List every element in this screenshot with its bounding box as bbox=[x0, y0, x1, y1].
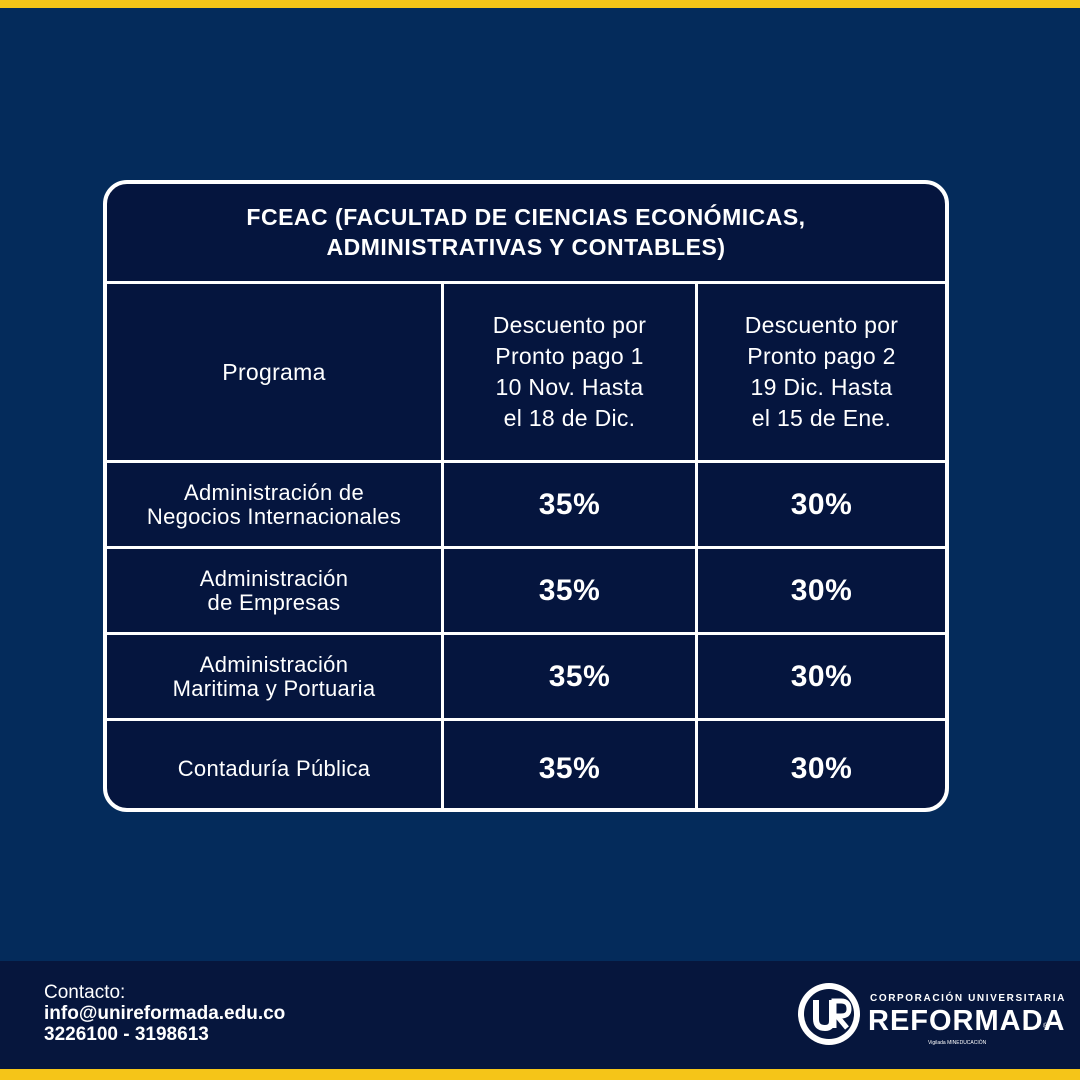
program-name: Administración de Empresas bbox=[199, 565, 349, 615]
contact-phones: 3226100 - 3198613 bbox=[44, 1024, 209, 1045]
grid-column-divider-2 bbox=[695, 281, 698, 808]
discount-value: 30% bbox=[790, 487, 853, 521]
grid-line-row-3 bbox=[107, 718, 945, 721]
discount-value: 30% bbox=[790, 751, 853, 785]
discount-value: 35% bbox=[538, 751, 601, 785]
grid-line-row-1 bbox=[107, 546, 945, 549]
table-row-4-program: Contaduría Pública bbox=[107, 721, 441, 808]
table-row-4-discount-1: 35% bbox=[444, 721, 695, 808]
logo-vigilada-text: Vigilada MINEDUCACIÓN bbox=[928, 1040, 987, 1046]
table-row-3-discount-2: 30% bbox=[698, 635, 945, 718]
table-row-4-discount-2: 30% bbox=[698, 721, 945, 808]
footer-bar: Contacto: info@unireformada.edu.co 32261… bbox=[0, 961, 1080, 1069]
header-programa-text: Programa bbox=[222, 358, 326, 385]
table-row-3-program: Administración Maritima y Portuaria bbox=[107, 635, 441, 718]
header-discount-1-text: Descuento por Pronto pago 1 10 Nov. Hast… bbox=[492, 312, 647, 431]
title-line-2: ADMINISTRATIVAS Y CONTABLES) bbox=[326, 234, 726, 260]
discount-value: 35% bbox=[538, 487, 601, 521]
bottom-accent-stripe bbox=[0, 1069, 1080, 1080]
title-line-1: FCEAC (FACULTAD DE CIENCIAS ECONÓMICAS, bbox=[246, 204, 806, 230]
discount-value: 35% bbox=[538, 573, 601, 607]
table-row-2-discount-1: 35% bbox=[444, 549, 695, 632]
contact-email: info@unireformada.edu.co bbox=[44, 1003, 286, 1024]
table-row-2-discount-2: 30% bbox=[698, 549, 945, 632]
logo-subtitle: CORPORACIÓN UNIVERSITARIA bbox=[870, 993, 1066, 1004]
program-name: Contaduría Pública bbox=[177, 755, 371, 781]
discount-value: 30% bbox=[790, 573, 853, 607]
university-logo: CORPORACIÓN UNIVERSITARIA REFORMADA ® Vi… bbox=[796, 981, 1065, 1051]
top-accent-stripe bbox=[0, 0, 1080, 8]
program-name: Administración de Negocios Internacional… bbox=[146, 479, 402, 529]
logo-wordmark: REFORMADA bbox=[868, 1005, 1066, 1037]
program-name: Administración Maritima y Portuaria bbox=[172, 651, 376, 701]
grid-line-header bbox=[107, 460, 945, 463]
header-discount-2-text: Descuento por Pronto pago 2 19 Dic. Hast… bbox=[744, 312, 899, 431]
grid-line-row-2 bbox=[107, 632, 945, 635]
logo-ur-icon bbox=[798, 983, 860, 1045]
table-row-1-discount-2: 30% bbox=[698, 463, 945, 546]
grid-line-title bbox=[107, 281, 945, 284]
table-row-1-program: Administración de Negocios Internacional… bbox=[107, 463, 441, 546]
header-discount-2: Descuento por Pronto pago 2 19 Dic. Hast… bbox=[698, 284, 945, 460]
registered-mark: ® bbox=[1043, 1023, 1049, 1030]
table-row-2-program: Administración de Empresas bbox=[107, 549, 441, 632]
contact-label: Contacto: bbox=[44, 982, 126, 1003]
table-row-1-discount-1: 35% bbox=[444, 463, 695, 546]
table-title: FCEAC (FACULTAD DE CIENCIAS ECONÓMICAS, … bbox=[107, 202, 945, 262]
discount-table-card: FCEAC (FACULTAD DE CIENCIAS ECONÓMICAS, … bbox=[103, 180, 949, 812]
discount-value: 35% bbox=[548, 659, 611, 693]
grid-column-divider-1 bbox=[441, 281, 444, 808]
contact-block: Contacto: info@unireformada.edu.co 32261… bbox=[44, 982, 285, 1045]
header-programa: Programa bbox=[107, 284, 441, 460]
header-discount-1: Descuento por Pronto pago 1 10 Nov. Hast… bbox=[444, 284, 695, 460]
discount-value: 30% bbox=[790, 659, 853, 693]
table-row-3-discount-1: 35% bbox=[454, 635, 705, 718]
